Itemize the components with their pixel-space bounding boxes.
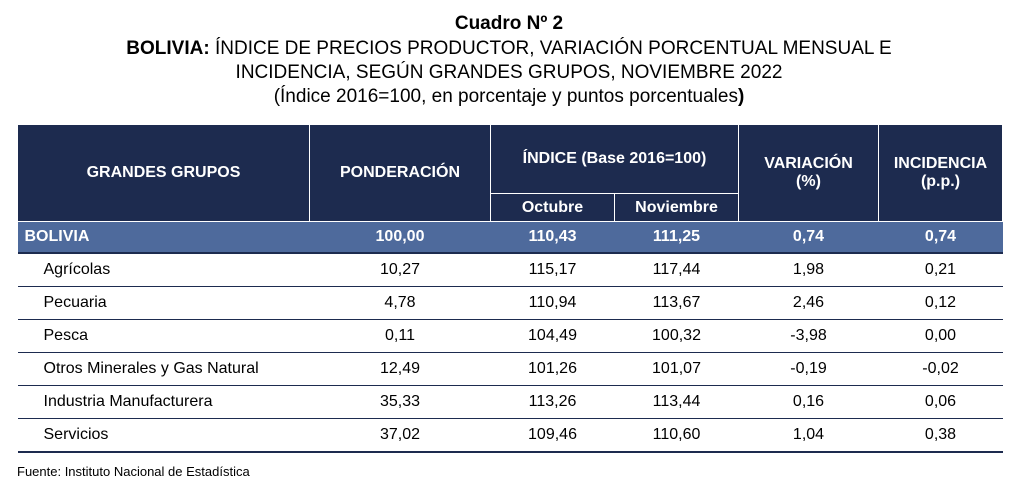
table-subtitle: (Índice 2016=100, en porcentaje y puntos… (0, 85, 1018, 109)
cell-variacion: -3,98 (738, 319, 879, 353)
cell-incidencia: 0,21 (878, 253, 1003, 287)
cell-noviembre: 110,60 (614, 418, 739, 453)
cell-noviembre: 117,44 (614, 253, 739, 287)
cell-name: Pecuaria (17, 286, 310, 320)
header-noviembre: Noviembre (614, 193, 739, 222)
header-octubre: Octubre (490, 193, 615, 222)
table-row: Pesca 0,11 104,49 100,32 -3,98 0,00 (17, 319, 1003, 353)
cell-incidencia: 0,74 (878, 221, 1003, 254)
cell-incidencia: -0,02 (878, 352, 1003, 386)
price-index-table: GRANDES GRUPOS PONDERACIÓN ÍNDICE (Base … (17, 124, 1003, 453)
table-title-country: BOLIVIA: (126, 38, 210, 59)
cell-incidencia: 0,12 (878, 286, 1003, 320)
cell-octubre: 104,49 (490, 319, 615, 353)
header-indice: ÍNDICE (Base 2016=100) (490, 124, 739, 194)
cell-variacion: -0,19 (738, 352, 879, 386)
cell-ponderacion: 37,02 (309, 418, 491, 453)
cell-ponderacion: 0,11 (309, 319, 491, 353)
cell-name: Otros Minerales y Gas Natural (17, 352, 310, 386)
cell-octubre: 109,46 (490, 418, 615, 453)
cell-noviembre: 113,44 (614, 385, 739, 419)
cell-variacion: 0,74 (738, 221, 879, 254)
cell-ponderacion: 12,49 (309, 352, 491, 386)
cell-incidencia: 0,00 (878, 319, 1003, 353)
table-number: Cuadro Nº 2 (454, 13, 564, 34)
header-variacion: VARIACIÓN (%) (738, 124, 879, 222)
cell-noviembre: 101,07 (614, 352, 739, 386)
cell-incidencia: 0,38 (878, 418, 1003, 453)
table-body: BOLIVIA 100,00 110,43 111,25 0,74 0,74 A… (17, 221, 1003, 453)
cell-octubre: 110,43 (490, 221, 615, 254)
source-note: Fuente: Instituto Nacional de Estadístic… (17, 464, 250, 479)
header-incidencia: INCIDENCIA (p.p.) (878, 124, 1003, 222)
cell-variacion: 1,04 (738, 418, 879, 453)
cell-ponderacion: 100,00 (309, 221, 491, 254)
table-subtitle-text: (Índice 2016=100, en porcentaje y puntos… (273, 86, 738, 107)
table-header: GRANDES GRUPOS PONDERACIÓN ÍNDICE (Base … (17, 124, 1003, 222)
cell-name: Servicios (17, 418, 310, 453)
table-title-block: Cuadro Nº 2 BOLIVIA: ÍNDICE DE PRECIOS P… (0, 12, 1018, 109)
cell-octubre: 101,26 (490, 352, 615, 386)
header-incidencia-unit: (p.p.) (920, 173, 961, 190)
table-row-total: BOLIVIA 100,00 110,43 111,25 0,74 0,74 (17, 221, 1003, 254)
header-variacion-unit: (%) (796, 173, 821, 190)
header-ponderacion: PONDERACIÓN (309, 124, 491, 222)
cell-name: Industria Manufacturera (17, 385, 310, 419)
cell-variacion: 2,46 (738, 286, 879, 320)
cell-incidencia: 0,06 (878, 385, 1003, 419)
cell-octubre: 113,26 (490, 385, 615, 419)
cell-noviembre: 111,25 (614, 221, 739, 254)
header-grandes-grupos: GRANDES GRUPOS (17, 124, 310, 222)
table-row: Servicios 37,02 109,46 110,60 1,04 0,38 (17, 418, 1003, 453)
cell-octubre: 110,94 (490, 286, 615, 320)
table-row: Otros Minerales y Gas Natural 12,49 101,… (17, 352, 1003, 386)
cell-ponderacion: 4,78 (309, 286, 491, 320)
cell-noviembre: 100,32 (614, 319, 739, 353)
table-row: Pecuaria 4,78 110,94 113,67 2,46 0,12 (17, 286, 1003, 320)
table-title: BOLIVIA: ÍNDICE DE PRECIOS PRODUCTOR, VA… (0, 37, 1018, 61)
cell-variacion: 1,98 (738, 253, 879, 287)
cell-ponderacion: 35,33 (309, 385, 491, 419)
table-title-continued: INCIDENCIA, SEGÚN GRANDES GRUPOS, NOVIEM… (235, 62, 783, 83)
cell-noviembre: 113,67 (614, 286, 739, 320)
table-subtitle-close: ) (737, 86, 745, 107)
header-incidencia-label: INCIDENCIA (893, 155, 988, 172)
table-row: Industria Manufacturera 35,33 113,26 113… (17, 385, 1003, 419)
header-variacion-label: VARIACIÓN (764, 155, 853, 172)
cell-variacion: 0,16 (738, 385, 879, 419)
table-row: Agrícolas 10,27 115,17 117,44 1,98 0,21 (17, 253, 1003, 287)
cell-ponderacion: 10,27 (309, 253, 491, 287)
cell-name: Agrícolas (17, 253, 310, 287)
cell-octubre: 115,17 (490, 253, 615, 287)
cell-name: Pesca (17, 319, 310, 353)
table-title-rest: ÍNDICE DE PRECIOS PRODUCTOR, VARIACIÓN P… (209, 38, 892, 59)
cell-name: BOLIVIA (17, 221, 310, 254)
